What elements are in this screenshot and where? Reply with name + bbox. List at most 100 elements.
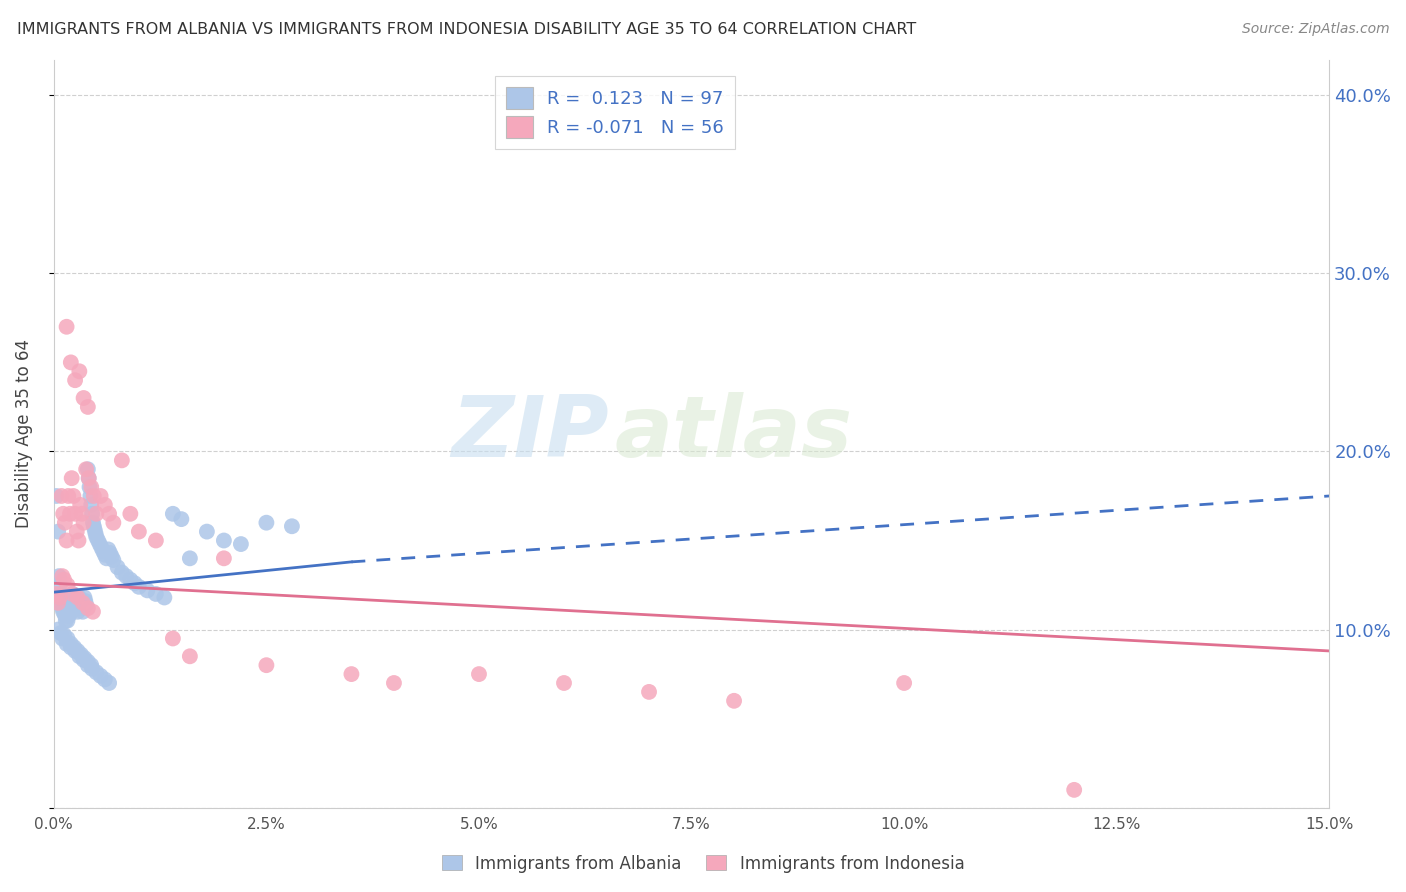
Point: [89, 537, 111, 551]
Point: [94, 548, 117, 562]
Point: [58, 489, 80, 503]
Point: [76, 601, 98, 615]
Point: [66, 601, 89, 615]
Point: [145, 533, 167, 548]
Point: [91, 544, 114, 558]
Point: [76, 400, 98, 414]
Point: [107, 560, 129, 574]
Point: [723, 694, 745, 708]
Point: [83, 523, 105, 537]
Point: [49, 591, 72, 605]
Point: [170, 512, 193, 526]
Point: [51, 569, 73, 583]
Text: IMMIGRANTS FROM ALBANIA VS IMMIGRANTS FROM INDONESIA DISABILITY AGE 35 TO 64 COR: IMMIGRANTS FROM ALBANIA VS IMMIGRANTS FR…: [17, 22, 917, 37]
Point: [124, 576, 146, 591]
Point: [82, 507, 104, 521]
Point: [103, 516, 125, 530]
Point: [72, 596, 94, 610]
Point: [115, 569, 138, 583]
Point: [86, 507, 108, 521]
Point: [90, 541, 112, 555]
Point: [553, 676, 575, 690]
Point: [84, 526, 107, 541]
Point: [66, 524, 89, 539]
Point: [98, 676, 121, 690]
Legend: R =  0.123   N = 97, R = -0.071   N = 56: R = 0.123 N = 97, R = -0.071 N = 56: [495, 76, 735, 149]
Point: [72, 653, 94, 667]
Point: [51, 489, 73, 503]
Point: [82, 605, 104, 619]
Point: [67, 364, 90, 378]
Point: [51, 591, 73, 605]
Point: [56, 614, 79, 628]
Point: [76, 462, 98, 476]
Point: [67, 591, 90, 605]
Point: [229, 537, 252, 551]
Point: [128, 524, 150, 539]
Point: [100, 549, 122, 564]
Point: [76, 655, 98, 669]
Point: [75, 462, 97, 476]
Point: [254, 658, 277, 673]
Point: [70, 601, 93, 615]
Point: [51, 632, 73, 646]
Point: [62, 587, 84, 601]
Point: [45, 489, 67, 503]
Point: [46, 524, 69, 539]
Point: [72, 516, 94, 530]
Point: [49, 578, 72, 592]
Point: [83, 489, 105, 503]
Point: [55, 614, 77, 628]
Point: [94, 673, 117, 687]
Point: [67, 596, 90, 610]
Point: [59, 640, 82, 655]
Y-axis label: Disability Age 35 to 64: Disability Age 35 to 64: [15, 339, 32, 528]
Point: [63, 507, 86, 521]
Point: [70, 648, 93, 662]
Point: [145, 587, 167, 601]
Point: [69, 594, 91, 608]
Point: [136, 583, 159, 598]
Point: [83, 519, 105, 533]
Point: [65, 599, 87, 614]
Point: [120, 507, 142, 521]
Point: [69, 498, 91, 512]
Point: [340, 667, 363, 681]
Point: [55, 319, 77, 334]
Point: [62, 587, 84, 601]
Point: [72, 596, 94, 610]
Point: [111, 566, 134, 580]
Point: [382, 676, 405, 690]
Point: [67, 533, 90, 548]
Point: [46, 596, 69, 610]
Point: [49, 626, 72, 640]
Point: [86, 530, 108, 544]
Point: [128, 580, 150, 594]
Point: [73, 591, 96, 605]
Point: [62, 591, 84, 605]
Point: [48, 569, 70, 583]
Point: [59, 605, 82, 619]
Point: [77, 471, 100, 485]
Point: [46, 623, 69, 637]
Point: [80, 480, 103, 494]
Legend: Immigrants from Albania, Immigrants from Indonesia: Immigrants from Albania, Immigrants from…: [434, 848, 972, 880]
Point: [638, 685, 661, 699]
Point: [212, 533, 235, 548]
Point: [62, 489, 84, 503]
Point: [111, 453, 134, 467]
Point: [45, 587, 67, 601]
Point: [90, 669, 112, 683]
Point: [63, 596, 86, 610]
Point: [893, 676, 915, 690]
Point: [49, 587, 72, 601]
Point: [82, 516, 104, 530]
Point: [66, 591, 89, 605]
Point: [51, 601, 73, 615]
Point: [75, 594, 97, 608]
Point: [80, 658, 103, 673]
Point: [53, 516, 76, 530]
Point: [55, 608, 77, 623]
Point: [98, 546, 121, 560]
Point: [60, 471, 83, 485]
